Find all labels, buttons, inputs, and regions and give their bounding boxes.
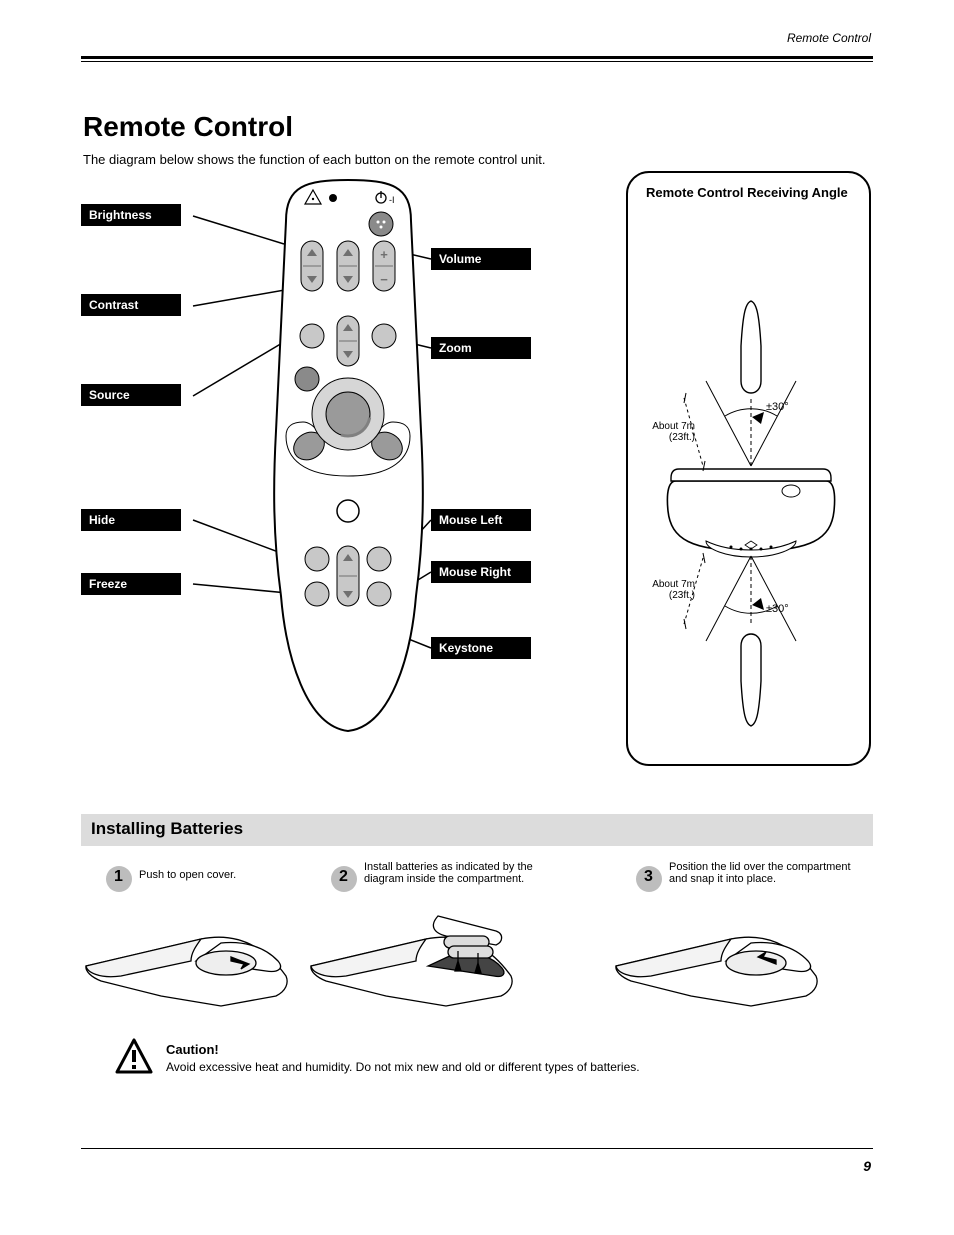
angle-bottom-text: ±30° — [766, 603, 789, 615]
step-2-num: 2 — [339, 868, 348, 886]
step-1-circle: 1 — [106, 866, 132, 892]
label-freeze: Freeze — [81, 573, 181, 595]
remote-svg: -I + − — [251, 176, 446, 736]
caution-block: Caution! Avoid excessive heat and humidi… — [166, 1041, 866, 1076]
step-3-num: 3 — [644, 868, 653, 886]
step-2-circle: 2 — [331, 866, 357, 892]
caution-head: Caution! — [166, 1041, 866, 1059]
step-1-diagram — [81, 921, 296, 1021]
step-1-num: 1 — [114, 868, 123, 886]
step-3-text: Position the lid over the compartment an… — [669, 861, 869, 885]
svg-text:−: − — [380, 272, 388, 287]
section-title: Remote Control — [83, 111, 293, 143]
step-3-circle: 3 — [636, 866, 662, 892]
step-1-text: Push to open cover. — [139, 869, 289, 881]
svg-text:+: + — [380, 247, 388, 262]
angle-panel-title: Remote Control Receiving Angle — [646, 185, 848, 200]
step-2-text: Install batteries as indicated by the di… — [364, 861, 574, 885]
step-3-diagram — [611, 921, 826, 1021]
running-head: Remote Control — [787, 31, 871, 45]
label-mouse-left: Mouse Left — [431, 509, 531, 531]
batteries-title: Installing Batteries — [91, 819, 243, 839]
label-volume: Volume — [431, 248, 531, 270]
label-keystone: Keystone — [431, 637, 531, 659]
label-zoom: Zoom — [431, 337, 531, 359]
distance-label-bottom: About 7m (23ft.) — [630, 579, 695, 601]
label-hide: Hide — [81, 509, 181, 531]
angle-panel: Remote Control Receiving Angle ±30° ±30°… — [626, 171, 871, 766]
top-rule — [81, 56, 873, 62]
label-brightness: Brightness — [81, 204, 181, 226]
remote-diagram: Brightness Contrast Source Hide Freeze V… — [81, 176, 611, 756]
bottom-rule — [81, 1148, 873, 1149]
caution-body: Avoid excessive heat and humidity. Do no… — [166, 1059, 866, 1076]
page-number: 9 — [863, 1158, 871, 1174]
angle-panel-svg — [626, 171, 871, 766]
angle-top-text: ±30° — [766, 401, 789, 413]
step-2-diagram — [306, 906, 521, 1021]
label-mouse-right: Mouse Right — [431, 561, 531, 583]
svg-text:-I: -I — [389, 195, 395, 205]
label-contrast: Contrast — [81, 294, 181, 316]
warning-icon — [114, 1037, 154, 1077]
label-source: Source — [81, 384, 181, 406]
intro-text: The diagram below shows the function of … — [83, 151, 603, 169]
page-root: Remote Control Remote Control The diagra… — [0, 0, 954, 1235]
distance-label-top: About 7m (23ft.) — [630, 421, 695, 443]
